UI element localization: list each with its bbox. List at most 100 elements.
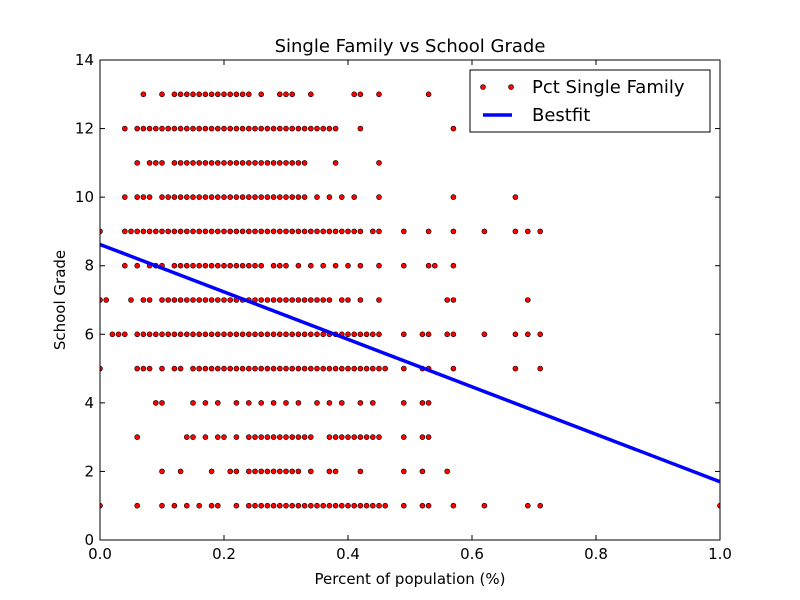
scatter-point	[369, 400, 376, 406]
x-tick-label: 0.8	[584, 545, 608, 563]
scatter-point	[122, 125, 128, 132]
scatter-point	[332, 262, 339, 269]
scatter-point	[301, 502, 308, 509]
scatter-point	[159, 91, 165, 98]
scatter-point	[258, 160, 265, 166]
scatter-point	[221, 297, 227, 303]
scatter-point	[345, 502, 351, 509]
scatter-point	[512, 228, 519, 235]
scatter-point	[450, 262, 457, 269]
scatter-point	[301, 434, 308, 440]
scatter-point	[239, 262, 246, 269]
scatter-point	[326, 468, 333, 475]
scatter-point	[227, 125, 233, 132]
scatter-point	[425, 502, 432, 509]
scatter-point	[425, 400, 432, 406]
scatter-point	[140, 194, 147, 200]
scatter-point	[258, 91, 265, 98]
scatter-point	[326, 434, 333, 440]
scatter-point	[307, 262, 314, 269]
scatter-point	[357, 434, 364, 440]
scatter-point	[283, 331, 289, 338]
scatter-point	[246, 91, 252, 98]
scatter-point	[295, 468, 302, 475]
scatter-point	[227, 262, 233, 269]
scatter-point	[264, 365, 271, 372]
scatter-point	[332, 434, 339, 440]
scatter-point	[338, 297, 345, 303]
scatter-point	[283, 262, 289, 269]
scatter-point	[357, 125, 364, 132]
scatter-point	[140, 91, 147, 98]
scatter-point	[270, 331, 277, 338]
scatter-point	[177, 194, 184, 200]
scatter-point	[332, 365, 339, 372]
scatter-point	[301, 331, 308, 338]
scatter-point	[227, 194, 233, 200]
scatter-point	[332, 160, 339, 166]
scatter-point	[153, 331, 159, 338]
scatter-point	[184, 194, 190, 200]
scatter-point	[215, 194, 221, 200]
scatter-point	[233, 331, 240, 338]
scatter-point	[196, 365, 202, 372]
scatter-point	[376, 262, 382, 269]
scatter-point	[376, 228, 382, 235]
scatter-point	[171, 91, 178, 98]
scatter-point	[338, 365, 345, 372]
scatter-point	[159, 468, 165, 475]
scatter-point	[512, 365, 519, 372]
scatter-point	[450, 365, 457, 372]
scatter-point	[363, 365, 370, 372]
scatter-point	[246, 262, 252, 269]
scatter-point	[221, 125, 227, 132]
scatter-point	[512, 194, 519, 200]
scatter-point	[307, 297, 314, 303]
scatter-point	[276, 297, 283, 303]
scatter-point	[419, 502, 426, 509]
scatter-point	[122, 194, 128, 200]
x-tick-label: 0.2	[212, 545, 236, 563]
legend-box	[469, 69, 711, 133]
scatter-point	[134, 125, 140, 132]
scatter-point	[146, 228, 153, 235]
scatter-point	[481, 502, 488, 509]
scatter-point	[326, 228, 333, 235]
scatter-point	[345, 297, 351, 303]
scatter-point	[376, 297, 382, 303]
scatter-point	[177, 297, 184, 303]
scatter-point	[283, 125, 289, 132]
scatter-point	[376, 331, 382, 338]
x-tick-label: 1.0	[708, 545, 732, 563]
scatter-point	[264, 331, 271, 338]
scatter-point	[264, 228, 271, 235]
scatter-point	[134, 194, 140, 200]
scatter-point	[233, 160, 240, 166]
scatter-point	[357, 400, 364, 406]
scatter-point	[351, 502, 358, 509]
scatter-point	[258, 365, 265, 372]
scatter-point	[419, 400, 426, 406]
scatter-point	[264, 502, 271, 509]
scatter-point	[227, 91, 233, 98]
scatter-point	[363, 434, 370, 440]
y-tick-label: 4	[84, 394, 94, 412]
scatter-point	[444, 468, 451, 475]
scatter-point	[283, 160, 289, 166]
scatter-point	[400, 502, 407, 509]
scatter-point	[122, 262, 128, 269]
scatter-point	[215, 91, 221, 98]
scatter-point	[351, 91, 358, 98]
scatter-point	[258, 434, 265, 440]
scatter-point	[171, 297, 178, 303]
scatter-point	[100, 365, 103, 372]
scatter-point	[307, 125, 314, 132]
scatter-point	[301, 125, 308, 132]
scatter-point	[184, 297, 190, 303]
scatter-point	[184, 125, 190, 132]
scatter-point	[140, 365, 147, 372]
scatter-point	[159, 228, 165, 235]
scatter-point	[295, 400, 302, 406]
y-tick-label: 14	[75, 51, 94, 69]
scatter-point	[326, 502, 333, 509]
